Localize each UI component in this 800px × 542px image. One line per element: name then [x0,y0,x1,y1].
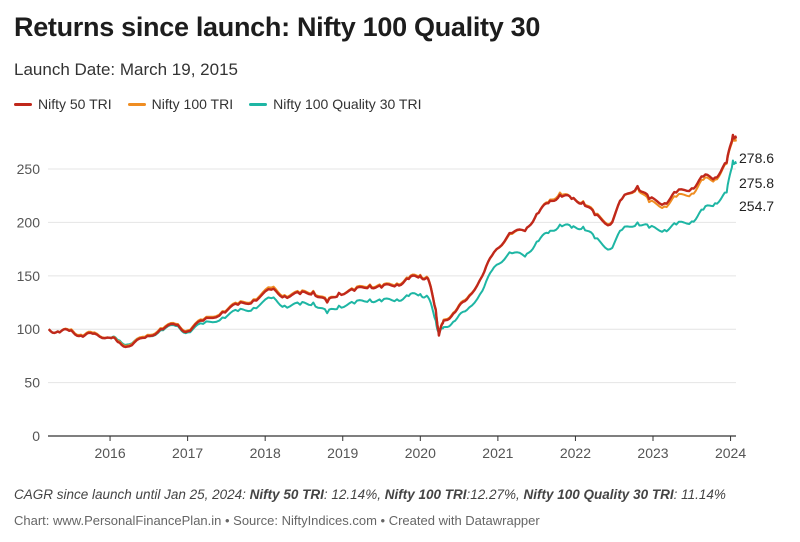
legend-label-nifty-50: Nifty 50 TRI [38,96,112,112]
legend-item-nifty-100: Nifty 100 TRI [127,96,234,112]
x-tick-label-2023: 2023 [637,445,668,461]
cagr-name-nifty-50: Nifty 50 TRI [249,487,324,502]
cagr-name-quality-30: Nifty 100 Quality 30 TRI [523,487,674,502]
chart-legend: Nifty 50 TRI Nifty 100 TRI Nifty 100 Qua… [14,96,421,112]
legend-swatch-nifty-100 [127,102,146,106]
y-tick-label-150: 150 [17,268,41,284]
cagr-footnote: CAGR since launch until Jan 25, 2024: Ni… [14,487,726,502]
legend-swatch-nifty-50 [14,102,32,106]
cagr-name-nifty-100: Nifty 100 TRI [384,487,467,502]
x-tick-label-2018: 2018 [250,445,281,461]
x-tick-label-2022: 2022 [560,445,591,461]
legend-item-nifty-50: Nifty 50 TRI [14,96,112,112]
cagr-prefix: CAGR since launch until Jan 25, 2024: [14,487,250,502]
legend-item-quality-30: Nifty 100 Quality 30 TRI [249,96,421,112]
cagr-value-nifty-100: :12.27%, [466,487,524,502]
x-tick-label-2016: 2016 [94,445,125,461]
x-tick-label-2019: 2019 [327,445,358,461]
legend-swatch-quality-30 [249,102,268,106]
end-label-nifty-50: 278.6 [739,150,774,166]
x-tick-label-2020: 2020 [405,445,436,461]
chart-title: Returns since launch: Nifty 100 Quality … [14,12,541,42]
legend-label-nifty-100: Nifty 100 TRI [151,96,234,112]
series-line-quality-30 [48,159,737,346]
chart-source: Chart: www.PersonalFinancePlan.in • Sour… [14,513,540,528]
x-tick-label-2017: 2017 [172,445,203,461]
end-label-quality-30: 254.7 [739,198,774,214]
y-tick-label-250: 250 [17,161,41,177]
line-chart: 0 50 100 150 200 250 2016 2017 2018 2019 2020 2021 2… [17,133,774,461]
cagr-value-nifty-50: : 12.14%, [323,487,385,502]
chart-subtitle: Launch Date: March 19, 2015 [14,60,238,79]
y-tick-label-200: 200 [17,214,41,230]
x-tick-label-2021: 2021 [482,445,513,461]
end-label-nifty-100: 275.8 [739,175,774,191]
legend-label-quality-30: Nifty 100 Quality 30 TRI [273,96,422,112]
y-tick-label-50: 50 [24,375,40,391]
cagr-value-quality-30: : 11.14% [673,487,726,502]
series-line-nifty-100 [48,136,737,347]
x-tick-label-2024: 2024 [715,445,746,461]
y-tick-label-100: 100 [17,321,41,337]
y-tick-label-0: 0 [32,428,40,444]
series-line-nifty-50 [47,133,738,349]
